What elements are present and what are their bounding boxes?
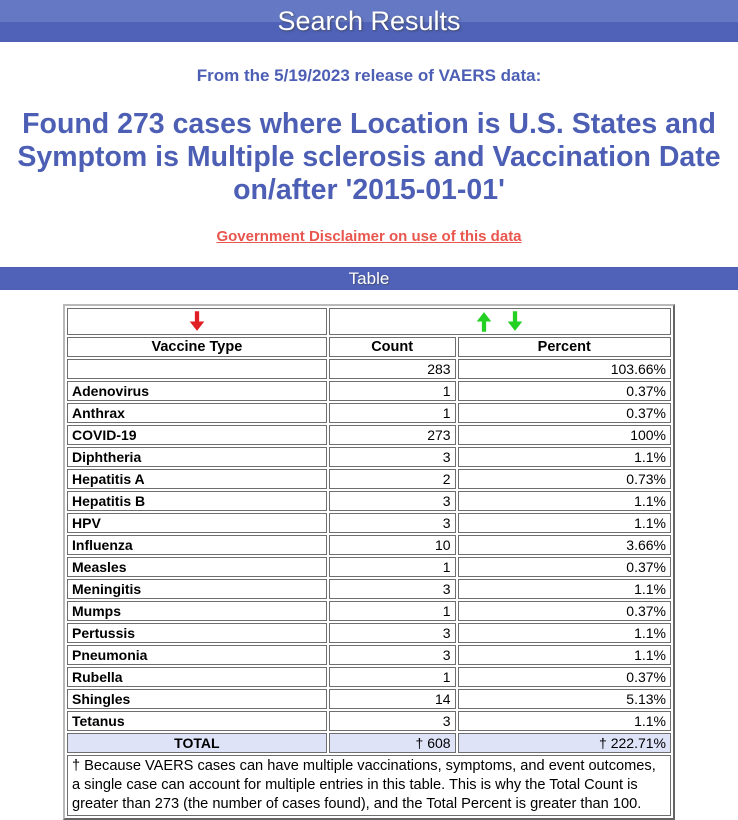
table-section-title: Table [0, 267, 738, 291]
percent-cell: 5.13% [457, 689, 671, 710]
count-cell: 1 [328, 381, 456, 402]
sort-count-asc-icon[interactable] [475, 310, 493, 333]
total-label: TOTAL [67, 733, 327, 754]
percent-cell: 100% [457, 425, 671, 446]
vaccine-type-cell: Mumps [67, 601, 327, 622]
count-cell: 273 [328, 425, 456, 446]
table-row: Anthrax 1 0.37% [67, 403, 671, 424]
count-cell: 3 [328, 579, 456, 600]
percent-cell: 1.1% [457, 711, 671, 732]
table-row: Pneumonia 3 1.1% [67, 645, 671, 666]
vaccine-type-cell: Hepatitis B [67, 491, 327, 512]
table-row: Shingles 14 5.13% [67, 689, 671, 710]
vaccine-type-cell: Anthrax [67, 403, 327, 424]
vaccine-type-cell: Pneumonia [67, 645, 327, 666]
vaccine-type-cell: Adenovirus [67, 381, 327, 402]
vaccine-type-cell: Meningitis [67, 579, 327, 600]
sort-controls-row [67, 308, 671, 336]
table-row: Measles 1 0.37% [67, 557, 671, 578]
sort-vaccine-desc-icon[interactable] [188, 310, 206, 333]
percent-cell: 0.37% [457, 381, 671, 402]
vaccine-type-cell: Pertussis [67, 623, 327, 644]
vaccine-type-cell: Diphtheria [67, 447, 327, 468]
percent-cell: 1.1% [457, 491, 671, 512]
vaccine-type-cell: HPV [67, 513, 327, 534]
count-cell: 1 [328, 601, 456, 622]
vaccine-type-cell: Influenza [67, 535, 327, 556]
table-row: Meningitis 3 1.1% [67, 579, 671, 600]
count-cell: 3 [328, 711, 456, 732]
percent-cell: 1.1% [457, 579, 671, 600]
percent-cell: 0.37% [457, 403, 671, 424]
count-cell: 1 [328, 667, 456, 688]
count-cell: 283 [328, 359, 456, 380]
disclaimer-row: Government Disclaimer on use of this dat… [0, 228, 738, 246]
percent-cell: 1.1% [457, 513, 671, 534]
table-row: Mumps 1 0.37% [67, 601, 671, 622]
vaccine-type-cell [67, 359, 327, 380]
column-header-percent: Percent [457, 337, 671, 358]
green-down-arrow-icon [508, 311, 523, 332]
table-row: Rubella 1 0.37% [67, 667, 671, 688]
vaccine-type-cell: Tetanus [67, 711, 327, 732]
red-down-arrow-icon [189, 311, 205, 332]
percent-cell: 0.37% [457, 557, 671, 578]
count-cell: 3 [328, 513, 456, 534]
results-table: Vaccine Type Count Percent 283 103.66% Ade… [63, 304, 675, 820]
table-row: Influenza 10 3.66% [67, 535, 671, 556]
count-sort-cell [328, 308, 671, 336]
vaccine-type-cell: Measles [67, 557, 327, 578]
release-line: From the 5/19/2023 release of VAERS data… [196, 66, 542, 85]
table-row: Diphtheria 3 1.1% [67, 447, 671, 468]
table-row: COVID-19 273 100% [67, 425, 671, 446]
percent-cell: 3.66% [457, 535, 671, 556]
vaccine-type-cell: Rubella [67, 667, 327, 688]
table-row: Pertussis 3 1.1% [67, 623, 671, 644]
page-title: Search Results [0, 0, 738, 42]
count-cell: 10 [328, 535, 456, 556]
percent-cell: 103.66% [457, 359, 671, 380]
total-count: † 608 [328, 733, 456, 754]
column-header-count: Count [328, 337, 456, 358]
total-percent: † 222.71% [457, 733, 671, 754]
percent-cell: 0.37% [457, 667, 671, 688]
total-row: TOTAL † 608 † 222.71% [67, 733, 671, 754]
count-cell: 1 [328, 557, 456, 578]
table-row: Adenovirus 1 0.37% [67, 381, 671, 402]
green-up-arrow-icon [477, 312, 492, 332]
count-cell: 14 [328, 689, 456, 710]
sort-count-desc-icon[interactable] [506, 310, 524, 333]
percent-cell: 1.1% [457, 645, 671, 666]
count-cell: 3 [328, 447, 456, 468]
count-cell: 3 [328, 623, 456, 644]
header-row: Vaccine Type Count Percent [67, 337, 671, 358]
percent-cell: 1.1% [457, 623, 671, 644]
column-header-vaccine-type: Vaccine Type [67, 337, 327, 358]
table-row: Hepatitis A 2 0.73% [67, 469, 671, 490]
results-heading: Found 273 cases where Location is U.S. S… [17, 108, 721, 207]
vaccine-sort-cell [67, 308, 327, 336]
table-row: HPV 3 1.1% [67, 513, 671, 534]
count-cell: 1 [328, 403, 456, 424]
vaccine-type-cell: Hepatitis A [67, 469, 327, 490]
percent-cell: 0.73% [457, 469, 671, 490]
table-row: Tetanus 3 1.1% [67, 711, 671, 732]
percent-cell: 0.37% [457, 601, 671, 622]
footnote-text: † Because VAERS cases can have multiple … [67, 755, 671, 817]
table-row: Hepatitis B 3 1.1% [67, 491, 671, 512]
table-row: 283 103.66% [67, 359, 671, 380]
count-cell: 3 [328, 645, 456, 666]
government-disclaimer-link[interactable]: Government Disclaimer on use of this dat… [216, 228, 522, 246]
footnote-row: † Because VAERS cases can have multiple … [67, 755, 671, 817]
vaccine-type-cell: Shingles [67, 689, 327, 710]
percent-cell: 1.1% [457, 447, 671, 468]
vaccine-type-cell: COVID-19 [67, 425, 327, 446]
count-cell: 2 [328, 469, 456, 490]
count-cell: 3 [328, 491, 456, 512]
